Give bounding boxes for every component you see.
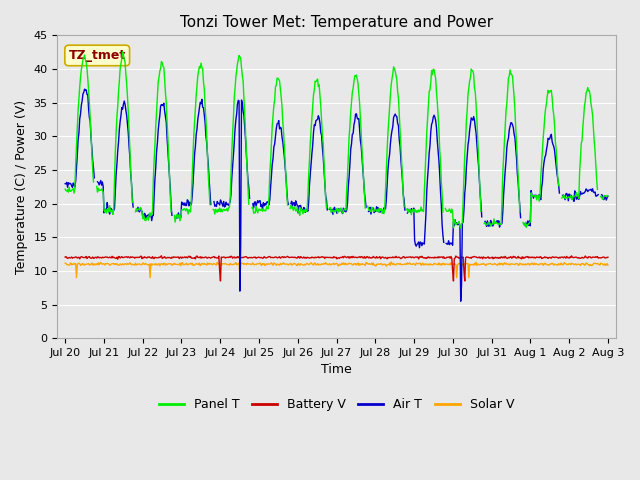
- X-axis label: Time: Time: [321, 363, 352, 376]
- Title: Tonzi Tower Met: Temperature and Power: Tonzi Tower Met: Temperature and Power: [180, 15, 493, 30]
- Legend: Panel T, Battery V, Air T, Solar V: Panel T, Battery V, Air T, Solar V: [154, 393, 519, 416]
- Y-axis label: Temperature (C) / Power (V): Temperature (C) / Power (V): [15, 100, 28, 274]
- Text: TZ_tmet: TZ_tmet: [68, 49, 126, 62]
